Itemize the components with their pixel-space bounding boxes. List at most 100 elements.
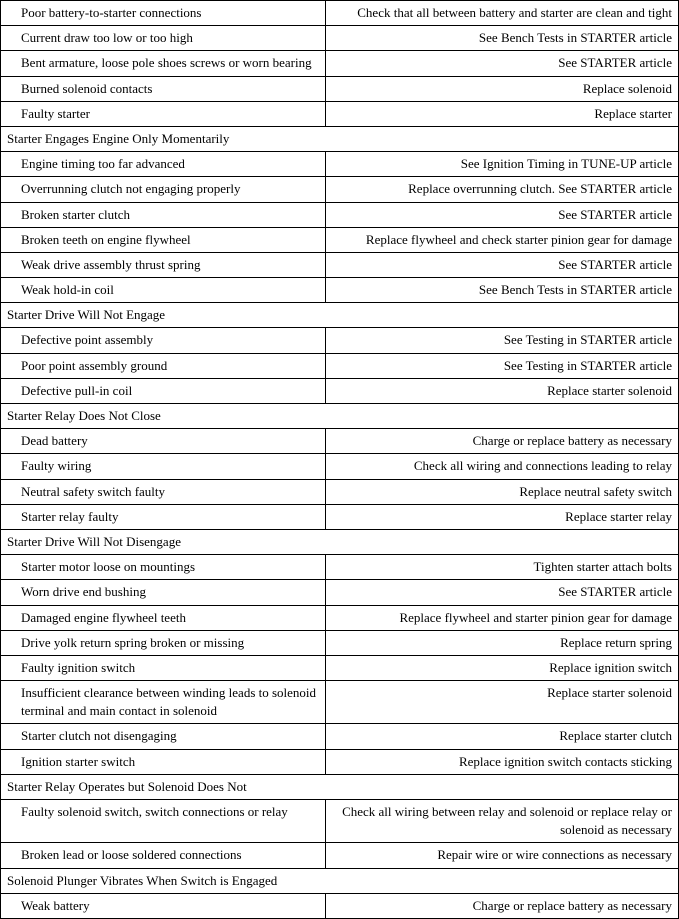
remedy-cell: Replace starter solenoid [326, 378, 679, 403]
table-row: Faulty wiringCheck all wiring and connec… [1, 454, 679, 479]
remedy-cell: See Testing in STARTER article [326, 328, 679, 353]
table-body: Poor battery-to-starter connectionsCheck… [1, 1, 679, 919]
cause-cell: Dead battery [1, 429, 326, 454]
cause-cell: Overrunning clutch not engaging properly [1, 177, 326, 202]
table-row: Starter Relay Operates but Solenoid Does… [1, 774, 679, 799]
table-row: Drive yolk return spring broken or missi… [1, 630, 679, 655]
remedy-cell: See STARTER article [326, 51, 679, 76]
section-header: Starter Engages Engine Only Momentarily [1, 126, 679, 151]
table-row: Starter relay faultyReplace starter rela… [1, 504, 679, 529]
table-row: Defective point assemblySee Testing in S… [1, 328, 679, 353]
table-row: Weak batteryCharge or replace battery as… [1, 893, 679, 918]
table-row: Weak hold-in coilSee Bench Tests in STAR… [1, 278, 679, 303]
remedy-cell: Check that all between battery and start… [326, 1, 679, 26]
remedy-cell: Replace overrunning clutch. See STARTER … [326, 177, 679, 202]
remedy-cell: See STARTER article [326, 580, 679, 605]
cause-cell: Broken teeth on engine flywheel [1, 227, 326, 252]
table-row: Starter Drive Will Not Disengage [1, 529, 679, 554]
remedy-cell: See STARTER article [326, 252, 679, 277]
remedy-cell: Charge or replace battery as necessary [326, 429, 679, 454]
cause-cell: Weak hold-in coil [1, 278, 326, 303]
section-header: Starter Relay Operates but Solenoid Does… [1, 774, 679, 799]
cause-cell: Current draw too low or too high [1, 26, 326, 51]
table-row: Starter clutch not disengagingReplace st… [1, 724, 679, 749]
section-header: Starter Relay Does Not Close [1, 404, 679, 429]
cause-cell: Starter relay faulty [1, 504, 326, 529]
cause-cell: Burned solenoid contacts [1, 76, 326, 101]
table-row: Faulty ignition switchReplace ignition s… [1, 655, 679, 680]
cause-cell: Poor battery-to-starter connections [1, 1, 326, 26]
remedy-cell: Replace starter relay [326, 504, 679, 529]
table-row: Starter Drive Will Not Engage [1, 303, 679, 328]
section-header: Starter Drive Will Not Engage [1, 303, 679, 328]
table-row: Poor point assembly groundSee Testing in… [1, 353, 679, 378]
cause-cell: Bent armature, loose pole shoes screws o… [1, 51, 326, 76]
table-row: Current draw too low or too highSee Benc… [1, 26, 679, 51]
cause-cell: Weak battery [1, 893, 326, 918]
table-row: Defective pull-in coilReplace starter so… [1, 378, 679, 403]
table-row: Weak drive assembly thrust springSee STA… [1, 252, 679, 277]
remedy-cell: See Bench Tests in STARTER article [326, 26, 679, 51]
remedy-cell: See Testing in STARTER article [326, 353, 679, 378]
table-row: Solenoid Plunger Vibrates When Switch is… [1, 868, 679, 893]
table-row: Burned solenoid contactsReplace solenoid [1, 76, 679, 101]
remedy-cell: Repair wire or wire connections as neces… [326, 843, 679, 868]
cause-cell: Starter clutch not disengaging [1, 724, 326, 749]
cause-cell: Defective pull-in coil [1, 378, 326, 403]
cause-cell: Insufficient clearance between winding l… [1, 681, 326, 724]
remedy-cell: Replace solenoid [326, 76, 679, 101]
cause-cell: Defective point assembly [1, 328, 326, 353]
cause-cell: Faulty solenoid switch, switch connectio… [1, 800, 326, 843]
remedy-cell: Replace starter clutch [326, 724, 679, 749]
table-row: Worn drive end bushingSee STARTER articl… [1, 580, 679, 605]
table-row: Broken teeth on engine flywheelReplace f… [1, 227, 679, 252]
table-row: Insufficient clearance between winding l… [1, 681, 679, 724]
cause-cell: Faulty ignition switch [1, 655, 326, 680]
table-row: Bent armature, loose pole shoes screws o… [1, 51, 679, 76]
troubleshooting-table: Poor battery-to-starter connectionsCheck… [0, 0, 679, 919]
cause-cell: Ignition starter switch [1, 749, 326, 774]
cause-cell: Neutral safety switch faulty [1, 479, 326, 504]
remedy-cell: Replace return spring [326, 630, 679, 655]
remedy-cell: Check all wiring between relay and solen… [326, 800, 679, 843]
table-row: Neutral safety switch faultyReplace neut… [1, 479, 679, 504]
table-row: Faulty solenoid switch, switch connectio… [1, 800, 679, 843]
table-row: Overrunning clutch not engaging properly… [1, 177, 679, 202]
cause-cell: Broken lead or loose soldered connection… [1, 843, 326, 868]
table-row: Broken starter clutchSee STARTER article [1, 202, 679, 227]
remedy-cell: Replace flywheel and check starter pinio… [326, 227, 679, 252]
table-row: Poor battery-to-starter connectionsCheck… [1, 1, 679, 26]
table-row: Faulty starterReplace starter [1, 101, 679, 126]
cause-cell: Poor point assembly ground [1, 353, 326, 378]
table-row: Starter motor loose on mountingsTighten … [1, 555, 679, 580]
table-row: Starter Relay Does Not Close [1, 404, 679, 429]
remedy-cell: See Bench Tests in STARTER article [326, 278, 679, 303]
remedy-cell: Charge or replace battery as necessary [326, 893, 679, 918]
table-row: Broken lead or loose soldered connection… [1, 843, 679, 868]
table-row: Dead batteryCharge or replace battery as… [1, 429, 679, 454]
remedy-cell: See Ignition Timing in TUNE-UP article [326, 152, 679, 177]
remedy-cell: Replace ignition switch contacts stickin… [326, 749, 679, 774]
remedy-cell: Replace flywheel and starter pinion gear… [326, 605, 679, 630]
remedy-cell: Tighten starter attach bolts [326, 555, 679, 580]
cause-cell: Weak drive assembly thrust spring [1, 252, 326, 277]
cause-cell: Starter motor loose on mountings [1, 555, 326, 580]
cause-cell: Faulty wiring [1, 454, 326, 479]
remedy-cell: Replace ignition switch [326, 655, 679, 680]
cause-cell: Faulty starter [1, 101, 326, 126]
cause-cell: Worn drive end bushing [1, 580, 326, 605]
remedy-cell: See STARTER article [326, 202, 679, 227]
table-row: Damaged engine flywheel teethReplace fly… [1, 605, 679, 630]
cause-cell: Engine timing too far advanced [1, 152, 326, 177]
cause-cell: Damaged engine flywheel teeth [1, 605, 326, 630]
section-header: Starter Drive Will Not Disengage [1, 529, 679, 554]
table-row: Ignition starter switchReplace ignition … [1, 749, 679, 774]
cause-cell: Drive yolk return spring broken or missi… [1, 630, 326, 655]
remedy-cell: Replace starter solenoid [326, 681, 679, 724]
table-row: Starter Engages Engine Only Momentarily [1, 126, 679, 151]
remedy-cell: Replace starter [326, 101, 679, 126]
remedy-cell: Replace neutral safety switch [326, 479, 679, 504]
section-header: Solenoid Plunger Vibrates When Switch is… [1, 868, 679, 893]
table-row: Engine timing too far advancedSee Igniti… [1, 152, 679, 177]
remedy-cell: Check all wiring and connections leading… [326, 454, 679, 479]
